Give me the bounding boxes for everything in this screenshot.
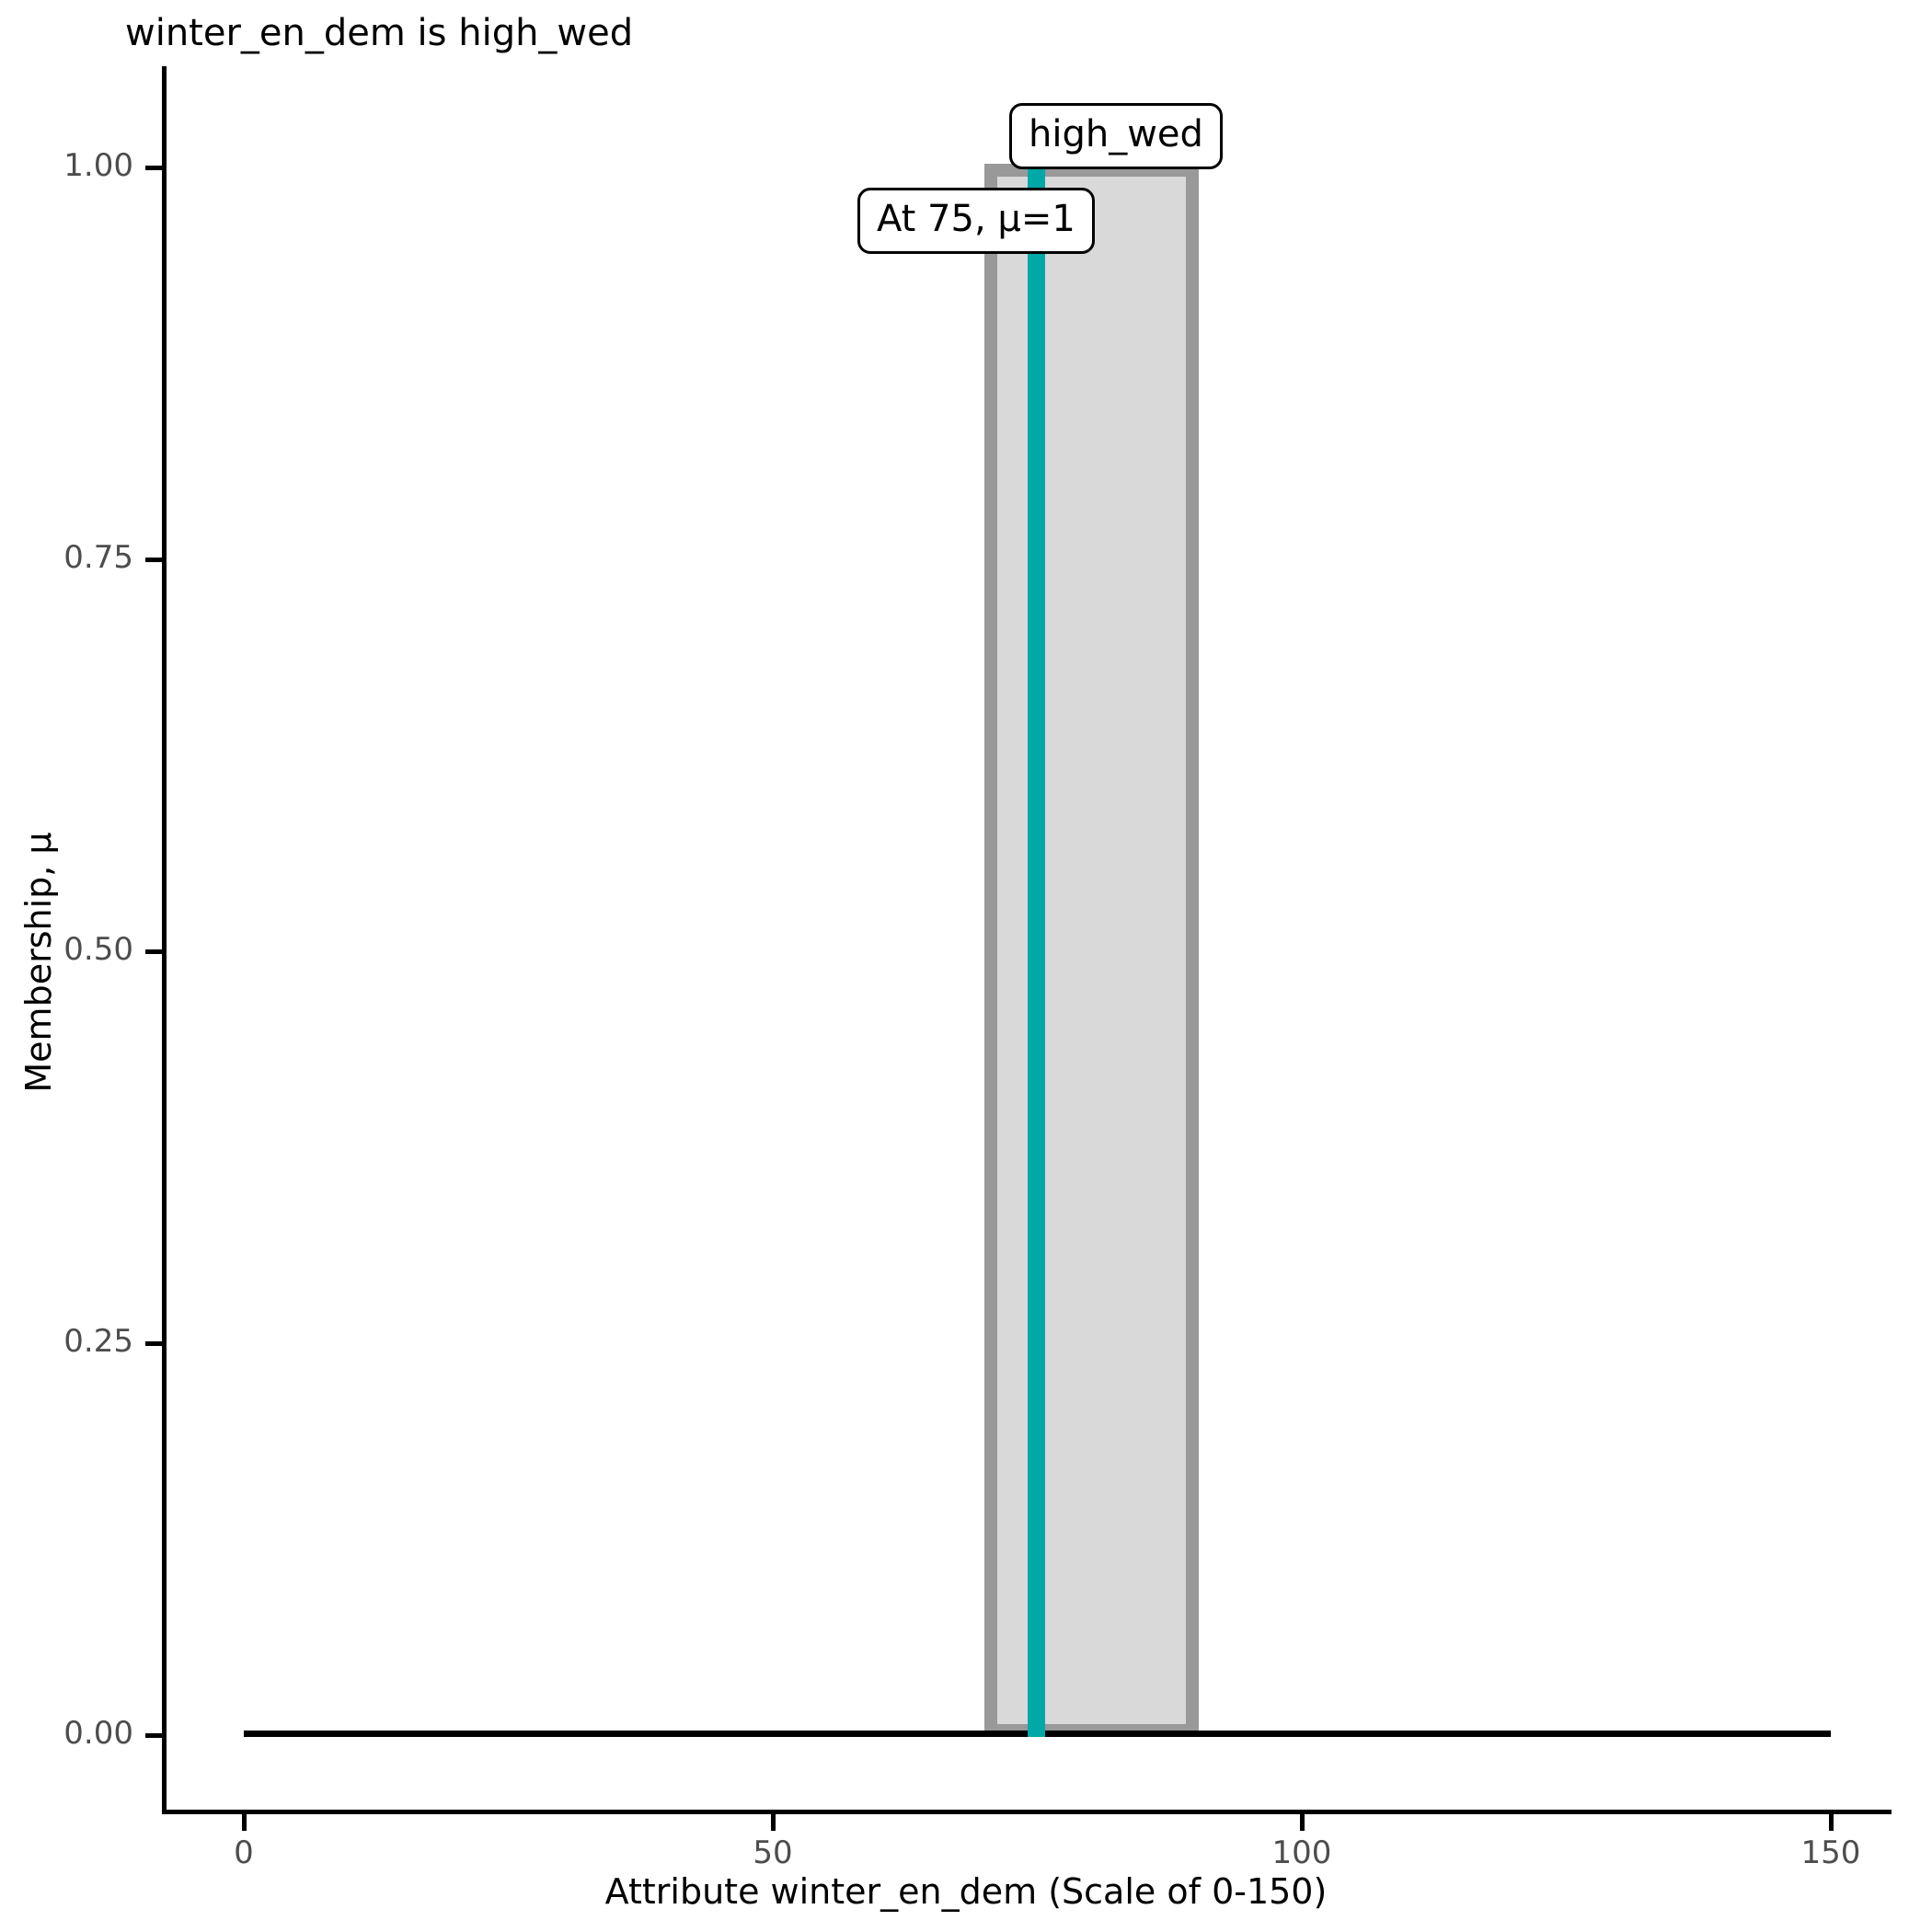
page-title: winter_en_dem is high_wed bbox=[125, 12, 634, 54]
y-tick-mark-0.00 bbox=[145, 1733, 162, 1738]
x-tick-mark-100 bbox=[1300, 1814, 1305, 1831]
y-tick-label-0.50: 0.50 bbox=[63, 931, 133, 968]
x-axis-title: Attribute winter_en_dem (Scale of 0-150) bbox=[604, 1871, 1328, 1912]
y-tick-label-0.75: 0.75 bbox=[63, 539, 133, 576]
x-tick-label-150: 150 bbox=[1800, 1834, 1861, 1871]
set-name-callout: high_wed bbox=[1009, 103, 1223, 169]
y-tick-mark-0.75 bbox=[145, 558, 162, 562]
x-tick-mark-150 bbox=[1829, 1814, 1834, 1831]
membership-readout-callout: At 75, μ=1 bbox=[857, 188, 1095, 254]
y-tick-mark-0.50 bbox=[145, 949, 162, 954]
y-tick-label-0.25: 0.25 bbox=[63, 1323, 133, 1360]
x-tick-mark-50 bbox=[771, 1814, 776, 1831]
x-tick-label-0: 0 bbox=[234, 1834, 254, 1871]
y-tick-mark-1.00 bbox=[145, 166, 162, 170]
y-tick-label-0.00: 0.00 bbox=[63, 1715, 133, 1752]
membership-function-shape bbox=[984, 164, 1199, 1737]
y-tick-label-1.00: 1.00 bbox=[63, 147, 133, 184]
crisp-input-marker bbox=[1028, 164, 1045, 1737]
x-axis-line bbox=[162, 1810, 1892, 1814]
x-tick-label-100: 100 bbox=[1271, 1834, 1332, 1871]
y-axis-line bbox=[162, 66, 167, 1814]
x-tick-mark-0 bbox=[242, 1814, 247, 1831]
y-tick-mark-0.25 bbox=[145, 1341, 162, 1346]
y-axis-title: Membership, μ bbox=[18, 832, 59, 1093]
x-tick-label-50: 50 bbox=[753, 1834, 793, 1871]
